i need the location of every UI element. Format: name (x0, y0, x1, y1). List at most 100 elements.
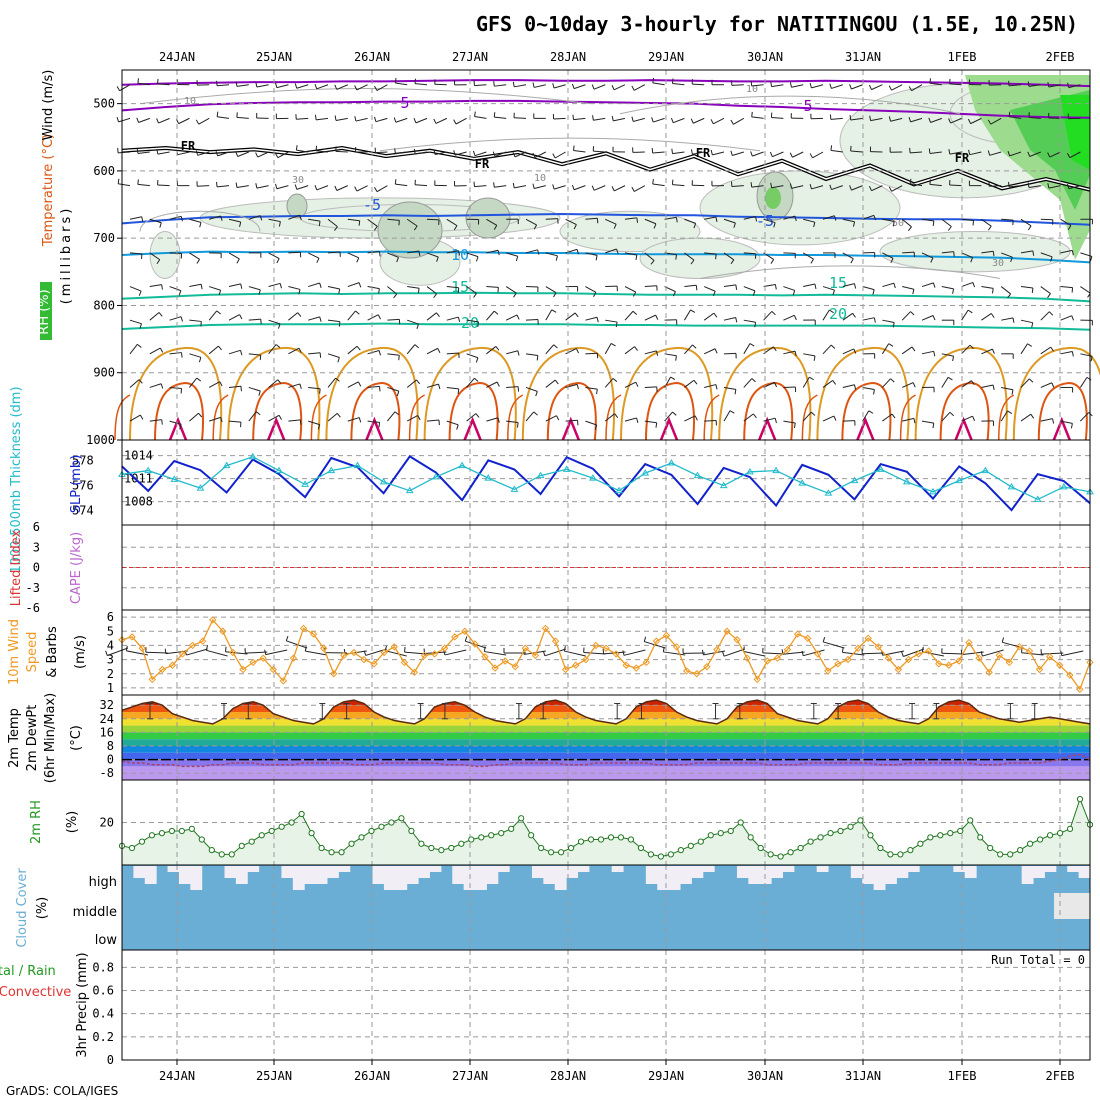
upper-wind-barb (771, 84, 784, 88)
surface-wind-barb-flag (701, 649, 704, 655)
upper-wind-barb-flag (913, 418, 916, 424)
upper-wind-barb-flag (477, 321, 479, 327)
upper-wind-barb (356, 185, 368, 192)
rh-marker (577, 838, 585, 845)
rh-marker (418, 840, 425, 847)
upper-wind-barb-flag (967, 309, 973, 314)
upper-wind-barb-flag (473, 377, 479, 382)
upper-wind-barb-flag (138, 290, 142, 296)
upper-wind-barb-flag (413, 225, 418, 231)
upper-wind-barb-flag (1090, 356, 1093, 362)
upper-wind-barb (466, 319, 479, 323)
wind-speed-marker (541, 624, 550, 633)
surface-wind-barb-flag (662, 646, 665, 653)
upper-wind-barb-flag (572, 145, 575, 151)
surface-wind-barb (862, 652, 885, 655)
upper-wind-barb (1068, 185, 1081, 190)
temp-tick-label: 8 (107, 739, 114, 753)
upper-wind-barb (336, 84, 348, 90)
upper-wind-barb-flag (611, 186, 615, 192)
surface-wind-barb (941, 652, 964, 655)
upper-wind-barb-flag (953, 251, 955, 257)
upper-wind-barb (624, 310, 634, 321)
upper-wind-barb-flag (1047, 152, 1051, 158)
upper-wind-barb-flag (473, 293, 477, 298)
upper-wind-barb (336, 185, 349, 191)
upper-wind-barb-flag (755, 216, 758, 222)
wind-speed-marker (955, 657, 963, 665)
upper-wind-barb (763, 417, 776, 422)
upper-wind-barb (506, 350, 518, 355)
rh-region (879, 230, 1071, 273)
upper-wind-barb (228, 283, 241, 288)
upper-wind-barb-flag (888, 116, 892, 122)
upper-wind-barb-flag (793, 315, 797, 321)
upper-wind-barb (1069, 151, 1081, 159)
upper-wind-barb-flag (809, 153, 813, 159)
bottom-date-label: 26JAN (354, 1069, 390, 1083)
upper-wind-barb-flag (374, 187, 378, 192)
upper-wind-barb-flag (116, 116, 120, 123)
upper-wind-barb (891, 84, 903, 91)
upper-wind-barb (684, 284, 697, 288)
upper-wind-barb-flag (932, 220, 935, 226)
upper-wind-barb-flag (158, 312, 163, 317)
upper-wind-barb-flag (789, 82, 792, 88)
upper-wind-barb-flag (532, 152, 536, 158)
upper-wind-barb (1060, 420, 1073, 424)
upper-wind-barb (407, 250, 420, 254)
upper-wind-barb (446, 352, 459, 355)
upper-wind-barb (208, 345, 219, 355)
upper-wind-barb-flag (497, 417, 500, 423)
surface-wind-barb (265, 649, 288, 656)
upper-wind-barb-flag (338, 321, 341, 327)
upper-wind-barb-flag (493, 310, 499, 315)
rh-marker (727, 827, 734, 835)
high-cloud-gap (429, 866, 442, 872)
upper-wind-barb-flag (1067, 225, 1072, 230)
upper-wind-barb (723, 284, 736, 288)
upper-wind-barb (129, 344, 138, 355)
isotherm-35 (365, 416, 384, 441)
upper-wind-barb-flag (675, 355, 677, 361)
wind-tick-label: 3 (107, 653, 114, 667)
upper-wind-barb (881, 343, 890, 355)
upper-wind-barb (921, 252, 934, 259)
upper-wind-barb-flag (890, 258, 894, 264)
top-date-label: 29JAN (648, 50, 684, 64)
upper-wind-barb-flag (336, 413, 341, 418)
rh-marker (677, 847, 684, 854)
upper-wind-barb (1068, 84, 1081, 89)
high-cloud-gap (144, 866, 157, 884)
wind-speed-marker (551, 637, 560, 645)
temp-band (122, 746, 1090, 753)
isotherm-25 (620, 346, 714, 441)
upper-wind-barb (822, 309, 830, 321)
bottom-date-label: 24JAN (159, 1069, 195, 1083)
upper-wind-barb-flag (314, 114, 317, 120)
surface-wind-barb-flag (563, 646, 566, 652)
slp-axis-label: SLP (mb) (69, 455, 84, 514)
upper-wind-barb (862, 317, 875, 321)
high-cloud-gap (907, 866, 920, 872)
upper-wind-barb (930, 117, 942, 123)
upper-wind-barb (367, 350, 380, 355)
upper-wind-barb-flag (553, 344, 558, 349)
upper-wind-barb (593, 150, 606, 153)
upper-wind-barb (119, 84, 131, 92)
wind-speed-marker (814, 650, 822, 658)
upper-wind-barb-flag (533, 411, 538, 416)
upper-wind-barb (653, 117, 665, 123)
rh-marker (867, 832, 874, 839)
surface-wind-barb-flag (205, 645, 209, 651)
rh-marker (318, 844, 325, 852)
upper-wind-barb-flag (299, 383, 302, 389)
upper-wind-barb-flag (396, 391, 400, 397)
upper-wind-barb (634, 185, 646, 192)
upper-wind-barb-flag (947, 376, 953, 381)
upper-wind-barb-flag (614, 413, 619, 418)
rh-marker (787, 849, 794, 856)
wind-speed-marker (461, 627, 469, 635)
upper-wind-barb (862, 214, 875, 220)
